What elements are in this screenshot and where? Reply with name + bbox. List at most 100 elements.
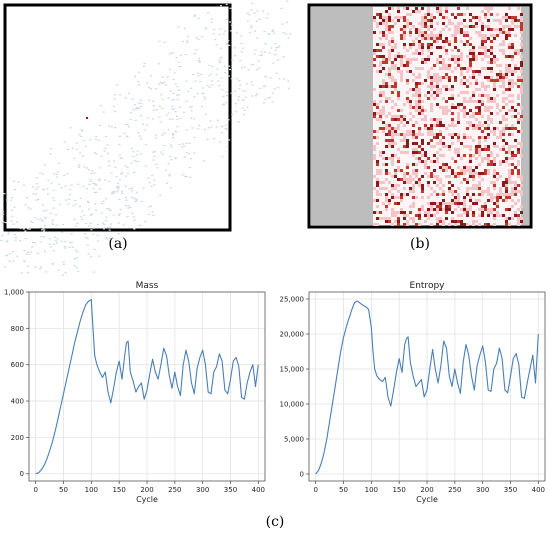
particle-dot [24, 230, 27, 232]
particle-dot [258, 18, 261, 20]
lattice-cell [466, 85, 469, 88]
lattice-cell [484, 55, 487, 58]
lattice-cell [451, 55, 454, 58]
lattice-cell [391, 49, 394, 52]
particle-dot [263, 31, 266, 33]
lattice-cell [439, 166, 442, 169]
particle-dot [75, 257, 78, 259]
particle-dot [218, 141, 221, 143]
lattice-cell [499, 130, 502, 133]
lattice-cell [487, 7, 490, 10]
particle-dot [156, 167, 159, 169]
particle-dot [70, 184, 73, 186]
lattice-cell [433, 124, 436, 127]
lattice-cell [388, 220, 391, 223]
lattice-cell [466, 43, 469, 46]
particle-dot [193, 53, 196, 55]
lattice-cell [424, 163, 427, 166]
lattice-cell [385, 193, 388, 196]
lattice-cell [460, 40, 463, 43]
lattice-cell [481, 211, 484, 214]
particle-dot [115, 176, 118, 178]
particle-dot [117, 189, 120, 191]
lattice-cell [403, 16, 406, 19]
particle-dot [189, 167, 191, 169]
particle-dot [102, 111, 105, 113]
lattice-cell [484, 145, 487, 148]
lattice-cell [463, 136, 466, 139]
particle-dot [170, 159, 173, 161]
lattice-cell [418, 28, 421, 31]
lattice-cell [403, 19, 406, 22]
lattice-cell [436, 124, 439, 127]
lattice-cell [466, 166, 469, 169]
lattice-cell [424, 214, 427, 217]
mass-chart: 0 50 100 150 200 250 300 350 40002004006008001,0… [4, 281, 266, 504]
lattice-cell [436, 157, 439, 160]
lattice-cell [445, 202, 448, 205]
lattice-cell [469, 25, 472, 28]
lattice-cell [433, 160, 436, 163]
lattice-cell [496, 13, 499, 16]
lattice-cell [466, 40, 469, 43]
lattice-cell [424, 211, 427, 214]
lattice-cell [427, 130, 430, 133]
lattice-cell [394, 169, 397, 172]
lattice-cell [397, 169, 400, 172]
lattice-cell [466, 169, 469, 172]
particle-dot [55, 173, 58, 175]
lattice-cell [430, 79, 433, 82]
particle-dot [251, 2, 254, 4]
lattice-cell [379, 118, 382, 121]
lattice-cell [385, 28, 388, 31]
lattice-cell [511, 22, 514, 25]
lattice-cell [397, 196, 400, 199]
particle-dot [171, 105, 174, 107]
lattice-cell [433, 85, 436, 88]
particle-dot [25, 253, 28, 255]
lattice-cell [490, 154, 493, 157]
lattice-cell [481, 58, 484, 61]
lattice-cell [397, 115, 400, 118]
particle-dot [169, 156, 172, 158]
lattice-cell [409, 58, 412, 61]
lattice-cell [481, 172, 484, 175]
lattice-cell [373, 145, 376, 148]
lattice-cell [448, 67, 451, 70]
lattice-cell [499, 163, 502, 166]
lattice-cell [493, 160, 496, 163]
lattice-cell [505, 217, 508, 220]
lattice-cell [478, 145, 481, 148]
lattice-cell [496, 64, 499, 67]
particle-dot [155, 109, 158, 111]
lattice-cell [466, 211, 469, 214]
lattice-cell [511, 157, 514, 160]
lattice-cell [490, 130, 493, 133]
lattice-cell [373, 88, 376, 91]
lattice-cell [397, 217, 400, 220]
particle-dot [213, 29, 216, 31]
lattice-cell [481, 190, 484, 193]
particle-dot [184, 53, 187, 56]
lattice-cell [418, 34, 421, 37]
lattice-cell [451, 220, 454, 223]
lattice-cell [430, 145, 433, 148]
particle-dot [67, 148, 69, 151]
particle-dot [27, 207, 30, 209]
lattice-cell [493, 37, 496, 40]
particle-dot [13, 180, 16, 182]
lattice-cell [505, 64, 508, 67]
particle-dot [75, 249, 77, 252]
lattice-cell [379, 193, 382, 196]
lattice-cell [478, 199, 481, 202]
particle-dot [26, 265, 29, 267]
lattice-cell [388, 133, 391, 136]
lattice-cell [400, 79, 403, 82]
lattice-cell [406, 58, 409, 61]
lattice-cell [508, 7, 511, 10]
particle-dot [185, 100, 188, 102]
particle-dot [129, 112, 132, 114]
lattice-cell [376, 217, 379, 220]
lattice-cell [394, 46, 397, 49]
lattice-cell [487, 145, 490, 148]
